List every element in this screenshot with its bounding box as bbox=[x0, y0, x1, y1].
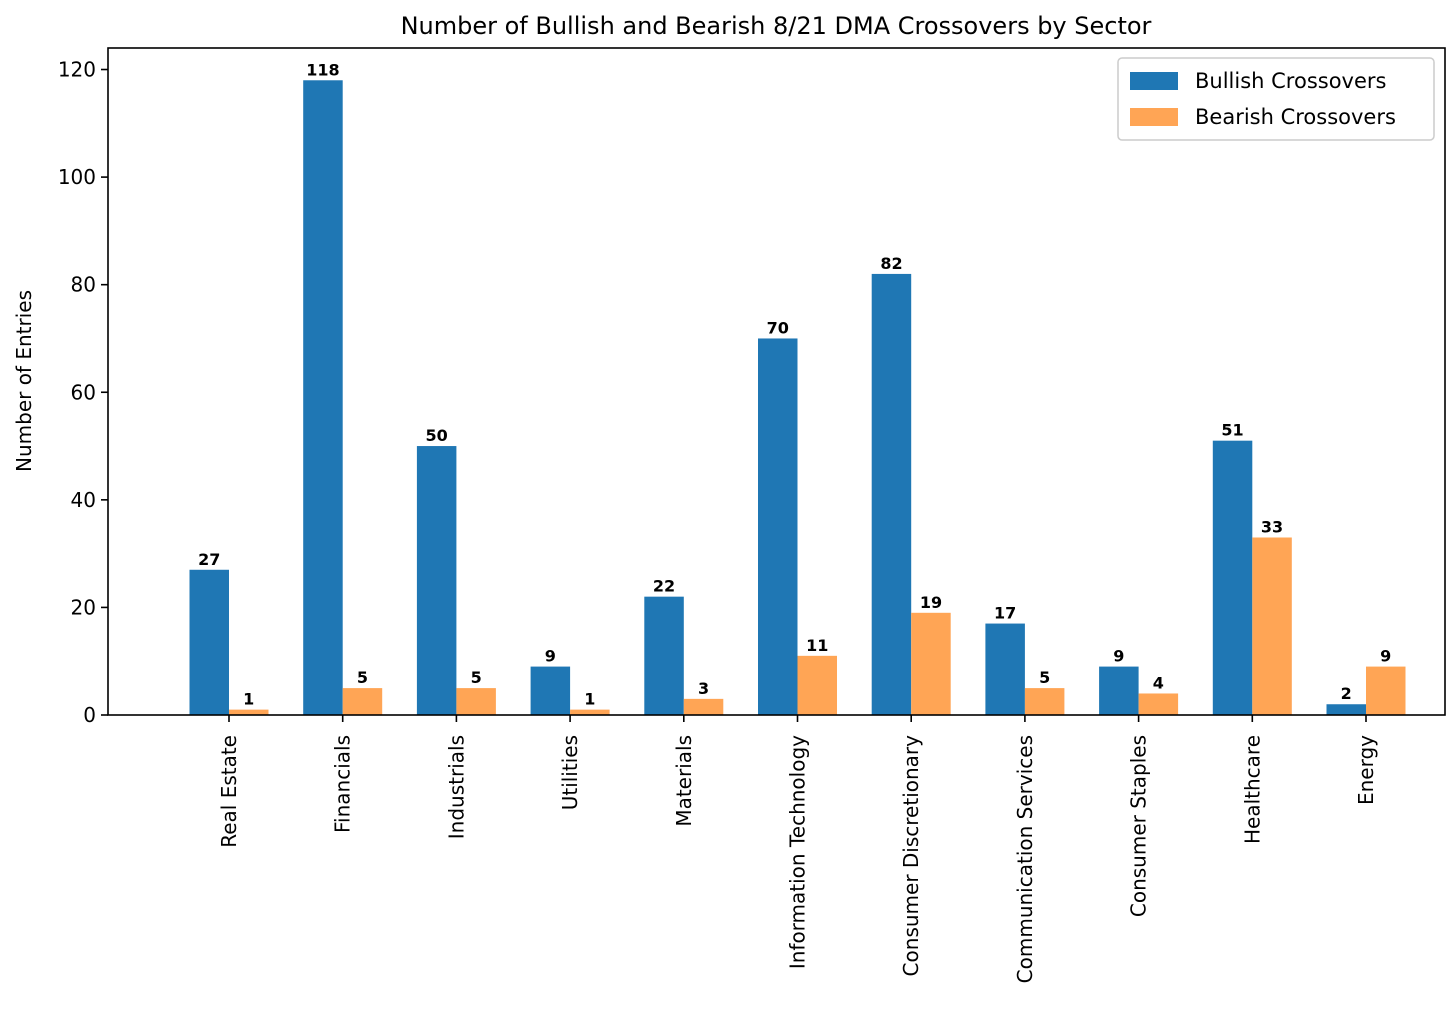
bar-bearish-crossovers-real-estate bbox=[229, 709, 269, 715]
bar-value-label: 22 bbox=[653, 577, 675, 596]
y-axis-label: Number of Entries bbox=[12, 290, 36, 472]
bar-bearish-crossovers-consumer-discretionary bbox=[911, 612, 951, 715]
legend-swatch-bearish-crossovers bbox=[1130, 108, 1178, 126]
bar-value-label: 11 bbox=[806, 636, 828, 655]
bar-bullish-crossovers-information-technology bbox=[758, 338, 798, 715]
bar-bullish-crossovers-utilities bbox=[530, 666, 571, 715]
bar-value-label: 9 bbox=[1380, 647, 1391, 666]
bar-bearish-crossovers-financials bbox=[342, 688, 383, 715]
x-tick-label: Energy bbox=[1354, 735, 1378, 805]
x-tick-label: Real Estate bbox=[217, 735, 241, 848]
plot-frame bbox=[107, 47, 1446, 716]
bar-bullish-crossovers-industrials bbox=[416, 446, 457, 715]
bar-value-label: 50 bbox=[426, 426, 448, 445]
bar-bearish-crossovers-materials bbox=[683, 698, 724, 715]
y-tick-label: 120 bbox=[58, 58, 96, 82]
bar-value-label: 5 bbox=[357, 668, 368, 687]
x-tick-label: Utilities bbox=[558, 735, 582, 810]
bar-value-label: 1 bbox=[243, 690, 254, 709]
y-tick-label: 80 bbox=[71, 273, 96, 297]
x-tick-label: Consumer Staples bbox=[1127, 735, 1151, 917]
legend-label: Bullish Crossovers bbox=[1195, 69, 1386, 93]
chart-title: Number of Bullish and Bearish 8/21 DMA C… bbox=[401, 12, 1152, 40]
y-tick-label: 40 bbox=[71, 488, 96, 512]
bar-bullish-crossovers-financials bbox=[303, 80, 343, 716]
bar-bullish-crossovers-communication-services bbox=[985, 623, 1025, 715]
bar-bearish-crossovers-healthcare bbox=[1252, 537, 1292, 715]
bar-value-label: 17 bbox=[994, 604, 1016, 623]
bar-bearish-crossovers-consumer-staples bbox=[1138, 693, 1179, 715]
bar-bullish-crossovers-energy bbox=[1326, 704, 1366, 715]
bar-value-label: 9 bbox=[1113, 647, 1124, 666]
bar-bearish-crossovers-utilities bbox=[570, 709, 610, 715]
bar-bullish-crossovers-healthcare bbox=[1212, 440, 1253, 715]
bar-value-label: 5 bbox=[1039, 668, 1050, 687]
bar-bearish-crossovers-industrials bbox=[456, 688, 496, 715]
bar-value-label: 9 bbox=[545, 647, 556, 666]
bar-bearish-crossovers-information-technology bbox=[797, 655, 837, 715]
bar-bearish-crossovers-energy bbox=[1366, 666, 1406, 715]
bar-value-label: 19 bbox=[920, 593, 942, 612]
y-tick-label: 100 bbox=[58, 165, 96, 189]
bar-value-label: 70 bbox=[767, 318, 789, 337]
y-tick-label: 20 bbox=[71, 595, 96, 619]
legend-swatch-bullish-crossovers bbox=[1130, 72, 1178, 90]
y-tick-label: 60 bbox=[71, 380, 96, 404]
bar-value-label: 3 bbox=[698, 679, 709, 698]
bar-value-label: 82 bbox=[880, 254, 902, 273]
x-tick-label: Materials bbox=[672, 735, 696, 827]
bar-bullish-crossovers-consumer-discretionary bbox=[871, 273, 912, 715]
x-tick-label: Industrials bbox=[444, 735, 468, 839]
x-tick-label: Information Technology bbox=[786, 735, 810, 969]
bar-bullish-crossovers-consumer-staples bbox=[1099, 666, 1139, 715]
bar-value-label: 4 bbox=[1153, 673, 1164, 692]
x-tick-label: Consumer Discretionary bbox=[899, 735, 923, 977]
bar-value-label: 51 bbox=[1221, 421, 1243, 440]
legend: Bullish Crossovers Bearish Crossovers bbox=[1117, 57, 1435, 141]
bar-value-label: 33 bbox=[1261, 517, 1283, 536]
bar-value-label: 27 bbox=[198, 550, 220, 569]
legend-label: Bearish Crossovers bbox=[1195, 105, 1396, 129]
bar-value-label: 2 bbox=[1341, 684, 1352, 703]
x-tick-label: Communication Services bbox=[1013, 735, 1037, 983]
x-tick-label: Healthcare bbox=[1240, 735, 1264, 844]
plot-area: 0 20 40 60 80 100 120 27 1 Real Estate 118 5 Financi… bbox=[58, 58, 1406, 983]
x-tick-label: Financials bbox=[331, 735, 355, 833]
bar-bullish-crossovers-materials bbox=[644, 596, 684, 715]
y-tick-label: 0 bbox=[83, 703, 96, 727]
bar-value-label: 1 bbox=[584, 690, 595, 709]
legend-box bbox=[1117, 57, 1435, 141]
bar-bullish-crossovers-real-estate bbox=[189, 569, 229, 715]
bar-bearish-crossovers-communication-services bbox=[1024, 688, 1065, 715]
bar-value-label: 118 bbox=[306, 60, 339, 79]
bar-value-label: 5 bbox=[471, 668, 482, 687]
